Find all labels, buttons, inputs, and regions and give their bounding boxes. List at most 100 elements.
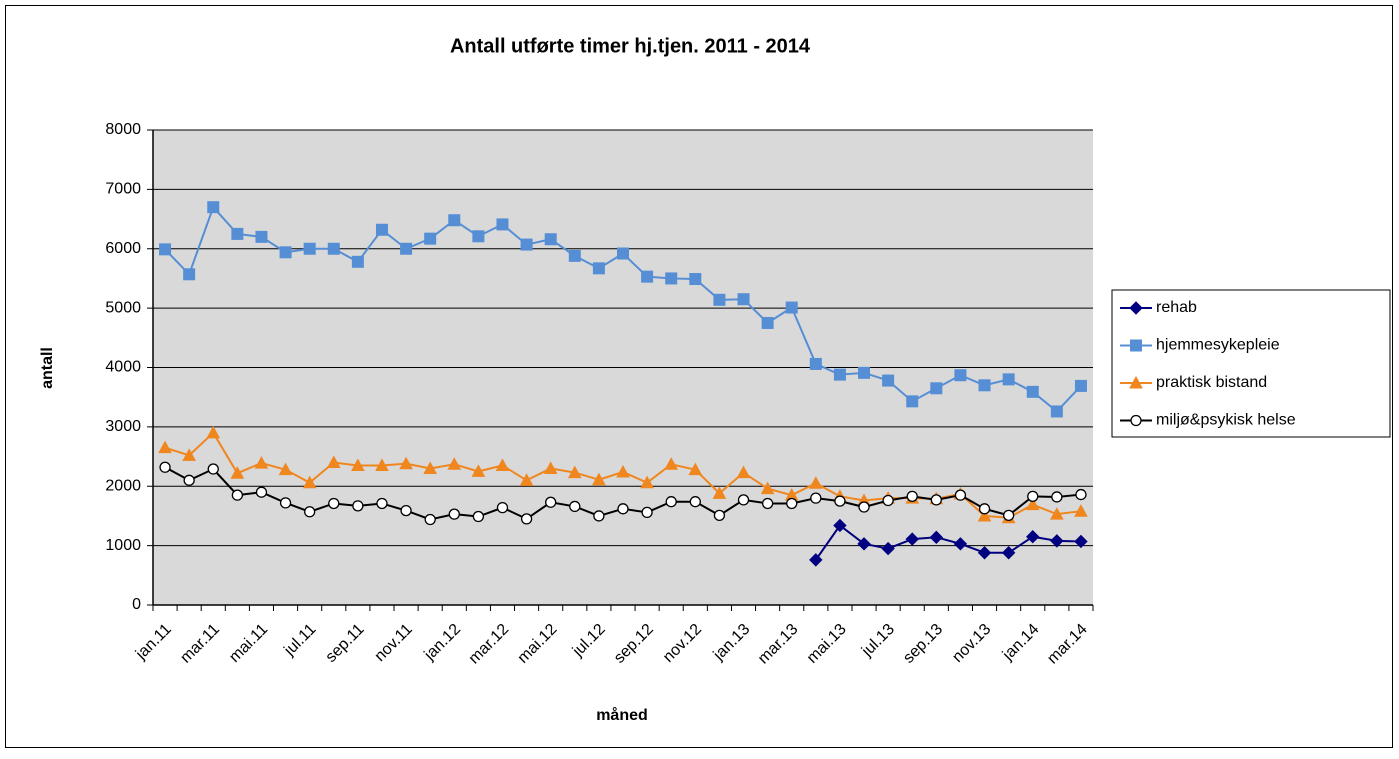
legend-label: miljø&psykisk helse	[1156, 412, 1296, 429]
marker	[375, 458, 389, 471]
marker	[1001, 546, 1016, 560]
marker	[689, 273, 702, 286]
y-tick-label: 2000	[105, 477, 141, 494]
marker	[447, 457, 462, 470]
marker	[279, 497, 292, 509]
marker	[1129, 375, 1143, 389]
legend-box	[1111, 289, 1391, 438]
marker	[713, 509, 726, 521]
marker	[424, 513, 436, 526]
marker	[231, 489, 244, 501]
marker	[1050, 507, 1064, 520]
marker	[978, 503, 991, 515]
marker	[737, 293, 750, 306]
marker	[448, 214, 461, 227]
marker	[496, 218, 509, 231]
marker	[183, 474, 195, 486]
marker	[519, 473, 534, 486]
legend: rehab hjemmesykepleie praktisk bistand milj…	[1111, 289, 1391, 438]
marker	[351, 255, 364, 268]
marker	[255, 486, 268, 498]
marker	[423, 461, 438, 474]
marker	[1027, 490, 1039, 502]
marker	[207, 463, 219, 475]
marker	[376, 497, 388, 510]
marker	[545, 496, 557, 508]
marker	[689, 496, 701, 508]
marker	[617, 503, 629, 515]
marker	[255, 230, 268, 243]
marker	[712, 486, 727, 499]
marker	[833, 368, 846, 381]
marker	[206, 425, 221, 439]
chart-title: Antall utførte timer hj.tjen. 2011 - 201…	[450, 35, 811, 57]
marker	[400, 504, 412, 517]
marker	[665, 496, 677, 508]
y-tick-label: 3000	[105, 418, 141, 435]
marker	[954, 489, 967, 501]
y-tick-label: 0	[132, 596, 141, 613]
marker	[809, 357, 822, 370]
y-tick-label: 4000	[105, 359, 141, 376]
marker	[543, 461, 558, 474]
marker	[1002, 509, 1015, 521]
marker	[809, 553, 823, 567]
marker	[905, 532, 919, 546]
marker	[906, 490, 918, 502]
marker	[569, 500, 581, 513]
marker	[688, 462, 703, 476]
marker	[158, 440, 172, 454]
marker	[977, 546, 992, 560]
marker	[327, 242, 340, 255]
marker	[472, 230, 485, 243]
legend-label: praktisk bistand	[1156, 374, 1267, 391]
marker	[567, 465, 582, 479]
marker	[882, 494, 894, 507]
marker	[231, 227, 244, 240]
marker	[520, 238, 533, 251]
marker	[617, 247, 629, 260]
marker	[1051, 491, 1063, 503]
marker	[182, 448, 196, 461]
marker	[834, 495, 846, 507]
y-tick-label: 7000	[105, 181, 141, 198]
marker	[1026, 385, 1039, 398]
marker	[592, 472, 606, 486]
marker	[1075, 488, 1087, 501]
marker	[1050, 534, 1064, 548]
marker	[183, 268, 196, 281]
marker	[857, 537, 871, 551]
marker	[254, 456, 269, 469]
marker	[881, 541, 895, 556]
marker	[1130, 414, 1142, 427]
marker	[448, 508, 460, 520]
marker	[1129, 301, 1143, 315]
marker	[302, 475, 317, 489]
x-axis-title: måned	[596, 706, 648, 724]
marker	[1026, 530, 1040, 544]
marker	[906, 395, 919, 408]
marker	[471, 464, 486, 477]
marker	[664, 457, 679, 470]
marker	[230, 466, 245, 479]
marker	[304, 506, 316, 518]
marker	[520, 513, 533, 525]
marker	[713, 293, 726, 306]
marker	[808, 476, 823, 489]
marker	[159, 243, 172, 256]
marker	[375, 223, 388, 236]
marker	[641, 270, 654, 283]
marker	[641, 506, 653, 519]
marker	[1074, 379, 1087, 392]
marker	[1074, 534, 1088, 549]
marker	[640, 475, 654, 489]
y-tick-label: 6000	[105, 240, 141, 257]
marker	[786, 497, 798, 510]
marker	[953, 537, 968, 551]
marker	[761, 316, 774, 329]
marker	[1130, 339, 1142, 352]
marker	[328, 497, 340, 510]
marker	[1074, 504, 1088, 517]
marker	[495, 458, 510, 471]
y-axis-title: antall	[39, 347, 56, 389]
